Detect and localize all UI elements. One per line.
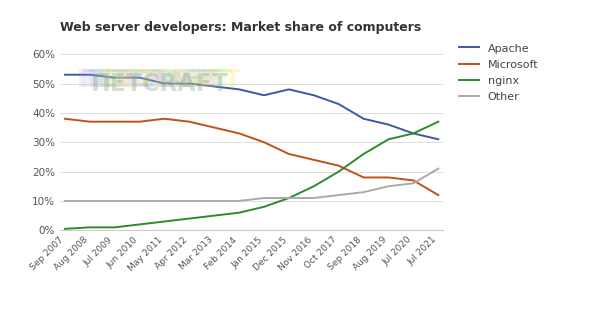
Microsoft: [435, 193, 442, 197]
Microsoft: [161, 117, 168, 121]
nginx: [410, 132, 417, 136]
nginx: [86, 225, 93, 229]
Line: Other: Other: [65, 169, 438, 201]
Other: [360, 190, 367, 194]
nginx: [136, 222, 143, 226]
Text: ПETCRAFT: ПETCRAFT: [90, 68, 228, 92]
Other: [261, 196, 268, 200]
Apache: [285, 88, 292, 91]
Apache: [335, 102, 342, 106]
nginx: [310, 184, 317, 188]
Apache: [136, 76, 143, 80]
Microsoft: [410, 178, 417, 182]
Apache: [310, 93, 317, 97]
nginx: [385, 137, 392, 141]
Text: Web server developers: Market share of computers: Web server developers: Market share of c…: [60, 21, 421, 34]
nginx: [335, 170, 342, 174]
Microsoft: [211, 126, 218, 130]
Other: [285, 196, 292, 200]
Apache: [186, 82, 193, 86]
nginx: [211, 214, 218, 217]
nginx: [111, 225, 118, 229]
Apache: [385, 123, 392, 127]
Microsoft: [360, 175, 367, 179]
Text: ПETCRAFT: ПETCRAFT: [95, 68, 233, 92]
Other: [410, 181, 417, 185]
Other: [61, 199, 68, 203]
Legend: Apache, Microsoft, nginx, Other: Apache, Microsoft, nginx, Other: [456, 41, 540, 104]
Line: Apache: Apache: [65, 75, 438, 139]
nginx: [186, 216, 193, 220]
Other: [435, 167, 442, 171]
Text: ПETCRAFT: ПETCRAFT: [90, 72, 228, 96]
Other: [310, 196, 317, 200]
Apache: [211, 85, 218, 89]
nginx: [235, 211, 243, 215]
Microsoft: [285, 152, 292, 156]
Apache: [360, 117, 367, 121]
Text: ПETCRAFT: ПETCRAFT: [104, 68, 242, 92]
Apache: [61, 73, 68, 77]
Microsoft: [235, 132, 243, 136]
Apache: [261, 93, 268, 97]
Text: ПETCRAFT: ПETCRAFT: [86, 68, 224, 92]
Text: ПETCRAFT: ПETCRAFT: [81, 68, 219, 92]
nginx: [261, 205, 268, 209]
Other: [111, 199, 118, 203]
Apache: [435, 137, 442, 141]
Text: ПETCRAFT: ПETCRAFT: [77, 68, 214, 92]
Other: [211, 199, 218, 203]
Line: Microsoft: Microsoft: [65, 119, 438, 195]
nginx: [360, 152, 367, 156]
Microsoft: [261, 140, 268, 144]
Microsoft: [111, 120, 118, 124]
Other: [186, 199, 193, 203]
Apache: [161, 82, 168, 86]
Microsoft: [61, 117, 68, 121]
Apache: [111, 76, 118, 80]
Other: [161, 199, 168, 203]
nginx: [285, 196, 292, 200]
Other: [385, 184, 392, 188]
Microsoft: [310, 158, 317, 162]
Microsoft: [186, 120, 193, 124]
Text: ПETCRAFT: ПETCRAFT: [100, 68, 238, 92]
Microsoft: [86, 120, 93, 124]
Microsoft: [385, 175, 392, 179]
Other: [335, 193, 342, 197]
Apache: [235, 88, 243, 91]
Other: [235, 199, 243, 203]
Apache: [86, 73, 93, 77]
Microsoft: [335, 164, 342, 168]
nginx: [61, 227, 68, 231]
nginx: [161, 219, 168, 223]
Microsoft: [136, 120, 143, 124]
nginx: [435, 120, 442, 124]
Other: [136, 199, 143, 203]
Other: [86, 199, 93, 203]
Apache: [410, 132, 417, 136]
Line: nginx: nginx: [65, 122, 438, 229]
